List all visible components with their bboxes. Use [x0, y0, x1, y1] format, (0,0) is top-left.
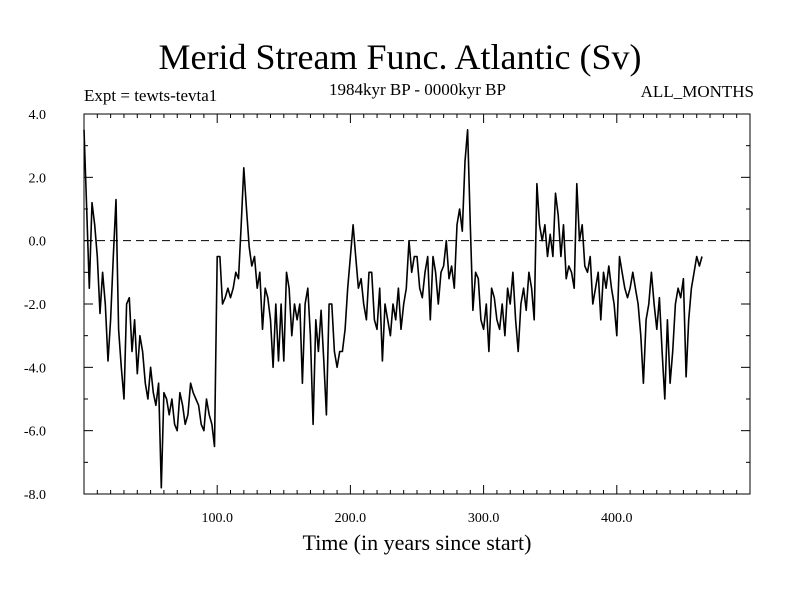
- x-tick-label: 100.0: [201, 511, 233, 526]
- y-tick-label: 0.0: [29, 235, 47, 250]
- months-label: ALL_MONTHS: [640, 82, 754, 101]
- y-tick-label: 2.0: [29, 171, 47, 186]
- tick-labels: 100.0 200.0 300.0 400.0 4.0 2.0 0.0 -2.0 -4.0 -6.…: [24, 108, 633, 526]
- axis-ticks: [84, 113, 750, 495]
- x-tick-label: 200.0: [335, 511, 367, 526]
- y-tick-label: -6.0: [24, 425, 46, 440]
- data-series: [83, 129, 703, 489]
- y-tick-label: -4.0: [24, 361, 46, 376]
- experiment-label: Expt = tewts-tevta1: [84, 86, 218, 105]
- time-period-label: 1984kyr BP - 0000kyr BP: [329, 80, 506, 99]
- y-tick-label: -8.0: [24, 488, 46, 503]
- x-tick-label: 400.0: [601, 511, 633, 526]
- series-line: [83, 129, 703, 489]
- y-tick-label: 4.0: [29, 108, 47, 123]
- x-tick-label: 300.0: [468, 511, 500, 526]
- y-tick-label: -2.0: [24, 298, 46, 313]
- chart-title: Merid Stream Func. Atlantic (Sv): [158, 37, 642, 77]
- x-axis-label: Time (in years since start): [302, 530, 532, 555]
- plot-frame: [83, 113, 751, 495]
